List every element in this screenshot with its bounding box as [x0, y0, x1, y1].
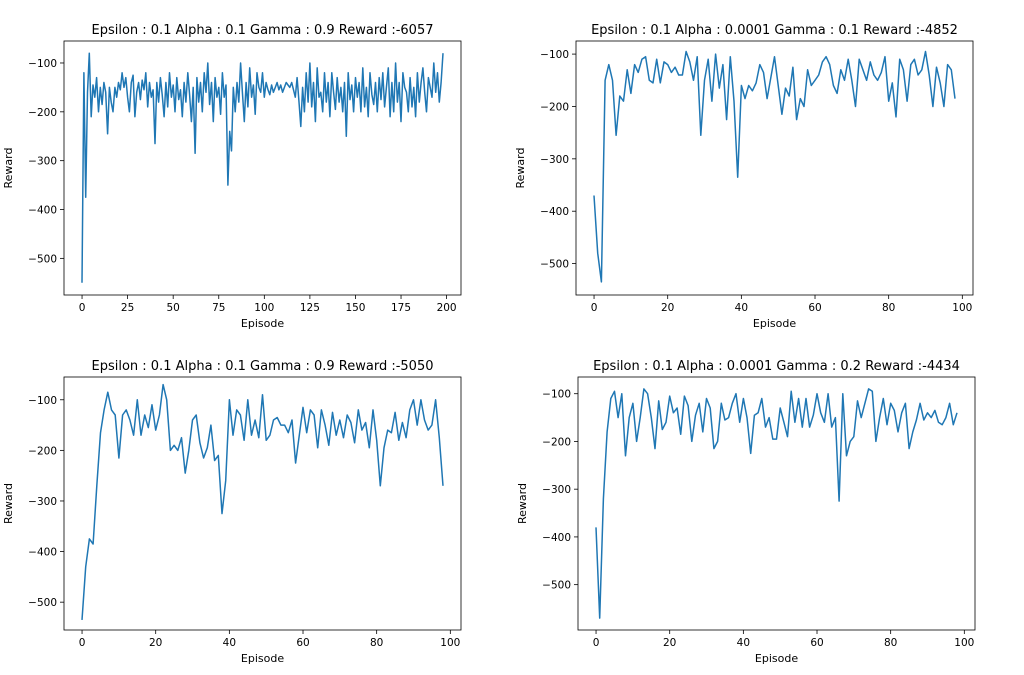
x-tick-label: 40 — [737, 637, 750, 649]
x-tick-label: 150 — [345, 302, 365, 314]
y-tick-label: −100 — [28, 58, 57, 70]
y-tick-label: −400 — [540, 206, 569, 218]
x-tick-label: 125 — [300, 302, 320, 314]
x-tick-label: 100 — [954, 637, 974, 649]
y-axis-label: Reward — [2, 483, 15, 524]
y-axis-label: Reward — [2, 148, 15, 189]
x-tick-label: 25 — [121, 302, 134, 314]
y-tick-label: −500 — [28, 253, 57, 265]
x-tick-label: 80 — [882, 302, 895, 314]
y-tick-label: −300 — [28, 496, 57, 508]
axes-frame — [63, 40, 462, 296]
chart-title: Epsilon : 0.1 Alpha : 0.0001 Gamma : 0.2… — [593, 359, 960, 374]
reward-line — [593, 50, 956, 283]
y-tick-label: −400 — [28, 205, 57, 217]
x-tick-label: 20 — [149, 637, 162, 649]
x-tick-label: 60 — [808, 302, 821, 314]
y-tick-label: −300 — [540, 154, 569, 166]
y-axis-label: Reward — [514, 148, 527, 189]
x-tick-label: 0 — [79, 637, 86, 649]
y-tick-label: −200 — [542, 436, 571, 448]
x-tick-label: 20 — [661, 302, 674, 314]
y-tick-label: −100 — [542, 389, 571, 401]
x-tick-label: 175 — [391, 302, 411, 314]
chart-title: Epsilon : 0.1 Alpha : 0.0001 Gamma : 0.1… — [591, 23, 958, 38]
chart-title: Epsilon : 0.1 Alpha : 0.1 Gamma : 0.9 Re… — [91, 23, 433, 38]
x-tick-label: 50 — [166, 302, 179, 314]
x-axis-label: Episode — [241, 652, 284, 665]
y-tick-label: −100 — [540, 49, 569, 61]
x-tick-label: 200 — [437, 302, 457, 314]
y-tick-label: −500 — [542, 580, 571, 592]
x-tick-label: 40 — [735, 302, 748, 314]
x-tick-label: 0 — [79, 302, 86, 314]
reward-line — [81, 383, 444, 620]
y-tick-label: −200 — [28, 107, 57, 119]
x-tick-label: 0 — [591, 302, 598, 314]
x-tick-label: 100 — [440, 637, 460, 649]
subplot-2: Epsilon : 0.1 Alpha : 0.0001 Gamma : 0.1… — [514, 23, 974, 330]
reward-line — [595, 388, 958, 619]
x-tick-label: 100 — [952, 302, 972, 314]
subplot-1: Epsilon : 0.1 Alpha : 0.1 Gamma : 0.9 Re… — [2, 23, 462, 330]
x-tick-label: 40 — [223, 637, 236, 649]
x-tick-label: 60 — [296, 637, 309, 649]
x-tick-label: 20 — [663, 637, 676, 649]
axes-frame — [63, 376, 462, 631]
y-tick-label: −200 — [28, 445, 57, 457]
x-tick-label: 80 — [370, 637, 383, 649]
x-axis-label: Episode — [241, 317, 284, 330]
x-axis-label: Episode — [753, 317, 796, 330]
x-tick-label: 0 — [593, 637, 600, 649]
x-tick-label: 80 — [884, 637, 897, 649]
y-tick-label: −100 — [28, 395, 57, 407]
y-tick-label: −400 — [542, 532, 571, 544]
y-tick-label: −300 — [542, 484, 571, 496]
chart-title: Epsilon : 0.1 Alpha : 0.1 Gamma : 0.9 Re… — [91, 359, 433, 374]
reward-line — [81, 52, 444, 283]
y-tick-label: −200 — [540, 101, 569, 113]
x-tick-label: 60 — [810, 637, 823, 649]
y-tick-label: −400 — [28, 547, 57, 559]
subplot-3: Epsilon : 0.1 Alpha : 0.1 Gamma : 0.9 Re… — [2, 359, 462, 665]
y-tick-label: −300 — [28, 156, 57, 168]
y-tick-label: −500 — [28, 597, 57, 609]
y-tick-label: −500 — [540, 259, 569, 271]
y-axis-label: Reward — [516, 483, 529, 524]
x-tick-label: 75 — [212, 302, 225, 314]
subplot-4: Epsilon : 0.1 Alpha : 0.0001 Gamma : 0.2… — [516, 359, 976, 665]
x-tick-label: 100 — [254, 302, 274, 314]
x-axis-label: Episode — [755, 652, 798, 665]
axes-frame — [575, 40, 974, 296]
axes-frame — [577, 376, 976, 631]
